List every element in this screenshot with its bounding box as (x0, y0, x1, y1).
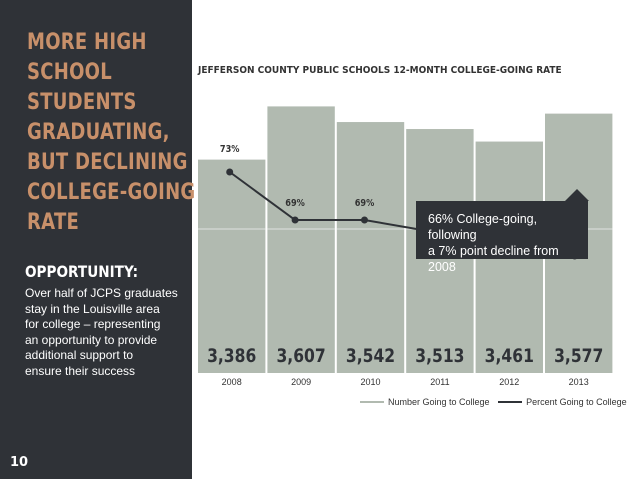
x-tick-label: 2013 (569, 377, 589, 387)
opportunity-body-line: for college – representing (25, 317, 161, 331)
bar (336, 122, 405, 373)
opportunity-body-line: ensure their success (25, 363, 136, 378)
line-point (361, 216, 368, 224)
bar-value-label: 3,386 (207, 346, 256, 368)
opportunity-body-line: Over half of JCPS graduates (25, 286, 178, 300)
bar-value-label: 3,607 (276, 346, 325, 368)
opportunity-body-line: an opportunity to provide (25, 332, 158, 347)
bar-value-label: 3,542 (346, 346, 395, 368)
line-point (226, 168, 234, 176)
x-tick-label: 2009 (291, 377, 311, 387)
opportunity-body-line: additional support to (25, 348, 134, 362)
opportunity-heading: OPPORTUNITY: (25, 262, 139, 281)
headline-line: MORE HIGH (27, 30, 147, 55)
bar-value-label: 3,577 (554, 346, 603, 368)
x-tick-label: 2008 (222, 377, 242, 387)
bar (198, 159, 266, 373)
line-point-label: 69% (355, 198, 375, 209)
bar (267, 106, 335, 374)
callout-box: 66% College-going, following a 7% point … (416, 201, 588, 274)
legend-label-bars: Number Going to College (388, 396, 490, 407)
legend-swatch-line (498, 400, 523, 403)
x-tick-label: 2010 (360, 377, 380, 387)
headline-line: SCHOOL (27, 60, 112, 85)
opportunity-body-line: stay in the Louisville area (25, 301, 160, 316)
x-tick-label: 2012 (499, 377, 519, 387)
legend-label-line: Percent Going to College (526, 396, 627, 407)
legend-swatch-bars (360, 400, 384, 403)
bar-value-label: 3,461 (485, 346, 534, 368)
chart-title: JEFFERSON COUNTY PUBLIC SCHOOLS 12-MONTH… (198, 65, 562, 76)
headline-line: STUDENTS (27, 90, 137, 115)
callout-line: a 7% point decline from 2008 (428, 244, 559, 274)
callout-line: 66% College-going, following (428, 212, 538, 242)
line-point-label: 73% (220, 144, 240, 155)
sidebar-panel: MORE HIGH SCHOOL STUDENTS GRADUATING, BU… (0, 0, 195, 479)
headline-line: GRADUATING, (27, 120, 170, 145)
line-point-label: 69% (285, 198, 305, 209)
line-point (291, 216, 299, 224)
callout-pointer (565, 189, 589, 201)
headline-line: RATE (27, 210, 80, 235)
chart-legend: Number Going to College Percent Going to… (360, 396, 633, 410)
opportunity-body: Over half of JCPS graduates stay in the … (25, 286, 193, 379)
page-number: 10 (10, 455, 29, 470)
x-tick-label: 2011 (430, 377, 449, 387)
bar-value-label: 3,513 (415, 346, 464, 368)
